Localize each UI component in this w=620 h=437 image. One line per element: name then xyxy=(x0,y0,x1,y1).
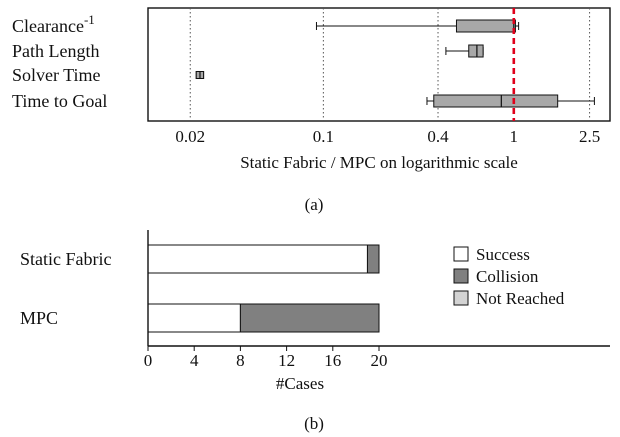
legend-label: Collision xyxy=(476,267,539,286)
bar-segment xyxy=(366,244,380,274)
boxplot-panel: 0.02 0.1 0.4 1 2.5 Clearance-1 Path Length Sol… xyxy=(12,7,611,214)
grid-lines xyxy=(189,8,591,121)
x-tick-label: 0.1 xyxy=(313,127,334,146)
x-tick-label: 0 xyxy=(144,351,153,370)
legend-label: Not Reached xyxy=(476,289,565,308)
box xyxy=(433,94,559,108)
category-labels: Static Fabric MPC xyxy=(20,249,111,328)
bar-segment xyxy=(147,303,241,333)
x-axis-ticks: 0.02 0.1 0.4 1 2.5 xyxy=(175,127,600,146)
category-labels: Clearance-1 Path Length Solver Time Time to… xyxy=(12,12,107,111)
x-axis-label: #Cases xyxy=(276,374,324,393)
category-label: Clearance-1 xyxy=(12,12,95,36)
legend-label: Success xyxy=(476,245,530,264)
x-tick-label: 8 xyxy=(236,351,245,370)
category-label: Solver Time xyxy=(12,65,101,85)
category-label: MPC xyxy=(20,308,58,328)
category-label: Path Length xyxy=(12,41,100,61)
x-tick-label: 20 xyxy=(371,351,388,370)
legend: Success Collision Not Reached xyxy=(453,245,565,308)
x-tick-label: 1 xyxy=(510,127,519,146)
x-axis-label: Static Fabric / MPC on logarithmic scale xyxy=(240,153,518,172)
legend-swatch xyxy=(453,290,469,306)
x-tick-label: 0.4 xyxy=(427,127,449,146)
bar-segment xyxy=(239,303,380,333)
caption-b: (b) xyxy=(304,414,324,433)
caption-a: (a) xyxy=(305,195,324,214)
bar-panel: 0 4 8 12 16 20 Static Fabric MPC Success Collis… xyxy=(20,230,610,433)
x-tick-label: 12 xyxy=(278,351,295,370)
bar-series xyxy=(147,244,380,333)
legend-swatch xyxy=(453,246,469,262)
x-tick-label: 2.5 xyxy=(579,127,600,146)
legend-swatch xyxy=(453,268,469,284)
boxplot-frame xyxy=(147,7,611,122)
x-tick-label: 16 xyxy=(324,351,341,370)
category-label: Static Fabric xyxy=(20,249,111,269)
x-tick-label: 4 xyxy=(190,351,199,370)
bar-segment xyxy=(147,244,368,274)
box xyxy=(468,44,484,58)
x-tick-label: 0.02 xyxy=(175,127,205,146)
x-axis-ticks: 0 4 8 12 16 20 xyxy=(144,346,388,370)
category-label: Time to Goal xyxy=(12,91,107,111)
box xyxy=(455,19,516,33)
box-series xyxy=(195,19,595,108)
